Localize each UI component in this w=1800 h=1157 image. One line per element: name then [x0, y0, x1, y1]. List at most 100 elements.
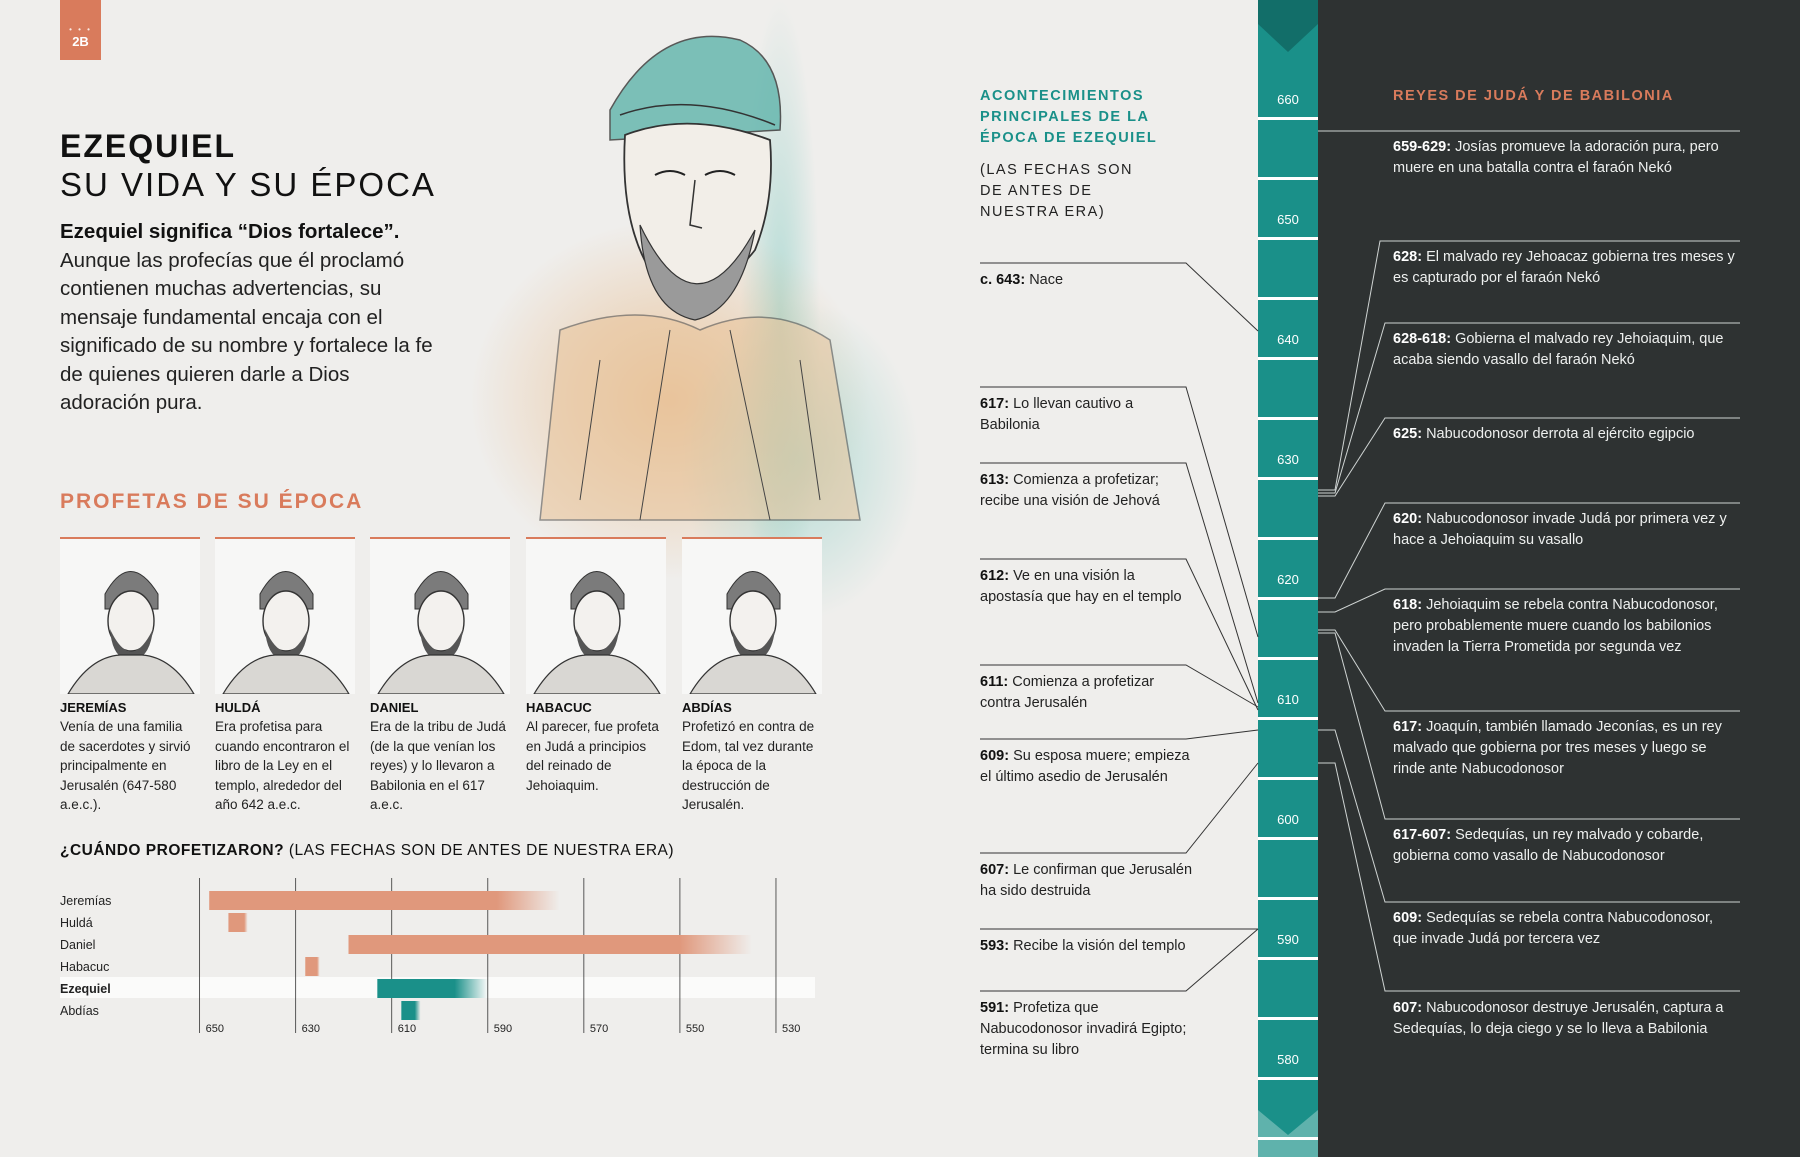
timeline-year-label: 640 — [1277, 332, 1299, 347]
chart-tick-label: 550 — [686, 1023, 704, 1035]
event-date: 612: — [980, 568, 1010, 584]
event-item: c. 643: Nace — [980, 270, 1195, 291]
prophets-section-title: PROFETAS DE SU ÉPOCA — [60, 490, 364, 513]
highlight-row — [60, 977, 815, 998]
event-date: 613: — [980, 472, 1010, 488]
chart-bar-abdías — [401, 1001, 421, 1020]
event-date: 611: — [980, 674, 1009, 690]
chart-tick-label: 590 — [494, 1023, 512, 1035]
king-date: 620: — [1393, 511, 1423, 527]
event-text: Profetiza que Nabucodonosor invadirá Egi… — [980, 1000, 1187, 1058]
timeline-tick — [1258, 1137, 1318, 1140]
king-event: 607: Nabucodonosor destruye Jerusalén, c… — [1393, 998, 1738, 1040]
king-text: Nabucodonosor destruye Jerusalén, captur… — [1393, 1000, 1724, 1037]
chart-tick-label: 650 — [206, 1023, 224, 1035]
prophet-description: Profetizó en contra de Edom, tal vez dur… — [682, 719, 815, 812]
prophet-description: Al parecer, fue profeta en Judá a princi… — [526, 719, 659, 793]
prophet-portrait — [215, 537, 355, 695]
page-badge: • • • 2B — [60, 0, 101, 60]
chart-category-label: Jeremías — [60, 894, 111, 908]
chart-category-label: Abdías — [60, 1004, 99, 1018]
event-date: 593: — [980, 938, 1010, 954]
prophet-name: DANIEL — [370, 700, 419, 715]
chart-bar-daniel — [348, 935, 752, 954]
timeline-year-label: 600 — [1277, 812, 1299, 827]
timeline-year-label: 590 — [1277, 932, 1299, 947]
king-event: 618: Jehoiaquim se rebela contra Nabucod… — [1393, 595, 1738, 658]
king-event: 625: Nabucodonosor derrota al ejército e… — [1393, 424, 1738, 445]
page-subtitle: SU VIDA Y SU ÉPOCA — [60, 166, 436, 203]
chart-bar-ezequiel — [377, 979, 488, 998]
king-text: Josías promueve la adoración pura, pero … — [1393, 139, 1719, 176]
timeline-tick — [1258, 777, 1318, 780]
timeline-tick — [1258, 957, 1318, 960]
king-date: 607: — [1393, 1000, 1423, 1016]
chart-bar-jeremías — [209, 891, 560, 910]
events-title: ACONTECIMIENTOS PRINCIPALES DE LA ÉPOCA … — [980, 88, 1158, 146]
timeline-tick — [1258, 297, 1318, 300]
event-date: 591: — [980, 1000, 1010, 1016]
chart-category-label: Daniel — [60, 938, 95, 952]
event-item: 611: Comienza a profetizar contra Jerusa… — [980, 672, 1195, 714]
chart-category-label: Habacuc — [60, 960, 109, 974]
king-event: 628-618: Gobierna el malvado rey Jehoiaq… — [1393, 329, 1738, 371]
king-date: 618: — [1393, 597, 1423, 613]
king-date: 617: — [1393, 719, 1423, 735]
timeline-tick — [1258, 837, 1318, 840]
king-date: 625: — [1393, 426, 1423, 442]
timeline-tick — [1258, 237, 1318, 240]
events-dates-note: (LAS FECHAS SON DE ANTES DE NUESTRA ERA) — [980, 162, 1134, 220]
prophet-name: JEREMÍAS — [60, 700, 127, 715]
prophet-description: Era de la tribu de Judá (de la que venía… — [370, 719, 506, 812]
chart-heading-note: (LAS FECHAS SON DE ANTES DE NUESTRA ERA) — [288, 842, 675, 859]
timeline-tick — [1258, 597, 1318, 600]
prophet-description: Era profetisa para cuando encontraron el… — [215, 719, 350, 812]
intro-paragraph: Ezequiel significa “Dios fortalece”. Aun… — [60, 218, 435, 418]
king-date: 609: — [1393, 910, 1423, 926]
chart-tick-label: 530 — [782, 1023, 800, 1035]
timeline-tick — [1258, 717, 1318, 720]
chart-bar-huldá — [228, 913, 248, 932]
timeline-tick — [1258, 897, 1318, 900]
king-text: El malvado rey Jehoacaz gobierna tres me… — [1393, 249, 1735, 286]
king-event: 617-607: Sedequías, un rey malvado y cob… — [1393, 825, 1738, 867]
king-text: Nabucodonosor invade Judá por primera ve… — [1393, 511, 1727, 548]
king-date: 659-629: — [1393, 139, 1452, 155]
timeline-tick — [1258, 477, 1318, 480]
king-text: Jehoiaquim se rebela contra Nabucodonoso… — [1393, 597, 1718, 655]
chart-tick-label: 630 — [302, 1023, 320, 1035]
event-text: Ve en una visión la apostasía que hay en… — [980, 568, 1182, 605]
event-text: Su esposa muere; empieza el último asedi… — [980, 748, 1190, 785]
chart-heading-bold: ¿CUÁNDO PROFETIZARON? — [60, 842, 285, 859]
chart-heading: ¿CUÁNDO PROFETIZARON? (LAS FECHAS SON DE… — [60, 842, 674, 860]
event-item: 609: Su esposa muere; empieza el último … — [980, 746, 1195, 788]
timeline-tick — [1258, 1017, 1318, 1020]
prophet-card: HULDÁ Era profetisa para cuando encontrar… — [215, 537, 355, 815]
event-date: 609: — [980, 748, 1010, 764]
badge-number: 2B — [72, 34, 89, 49]
event-text: Recibe la visión del templo — [1013, 938, 1186, 954]
king-event: 620: Nabucodonosor invade Judá por prime… — [1393, 509, 1738, 551]
timeline-tick — [1258, 177, 1318, 180]
prophet-card: DANIEL Era de la tribu de Judá (de la que… — [370, 537, 510, 815]
chart-tick-label: 610 — [398, 1023, 416, 1035]
prophet-name: HABACUC — [526, 700, 592, 715]
event-item: 612: Ve en una visión la apostasía que h… — [980, 566, 1195, 608]
king-text: Sedequías se rebela contra Nabucodonosor… — [1393, 910, 1714, 947]
timeline-tick — [1258, 537, 1318, 540]
prophet-portrait — [60, 537, 200, 695]
king-date: 617-607: — [1393, 827, 1452, 843]
ezekiel-portrait-illustration — [470, 0, 920, 640]
king-date: 628: — [1393, 249, 1423, 265]
chart-bar-habacuc — [305, 957, 320, 976]
event-item: 607: Le confirman que Jerusalén ha sido … — [980, 860, 1195, 902]
event-date: c. 643: — [980, 272, 1026, 288]
prophet-description: Venía de una familia de sacerdotes y sir… — [60, 719, 191, 812]
event-date: 607: — [980, 862, 1010, 878]
prophet-name: ABDÍAS — [682, 700, 732, 715]
intro-lead: Ezequiel significa “Dios fortalece”. — [60, 220, 400, 243]
timeline-year-label: 660 — [1277, 92, 1299, 107]
prophet-portrait — [682, 537, 822, 695]
timeline-tick — [1258, 417, 1318, 420]
prophet-name: HULDÁ — [215, 700, 261, 715]
